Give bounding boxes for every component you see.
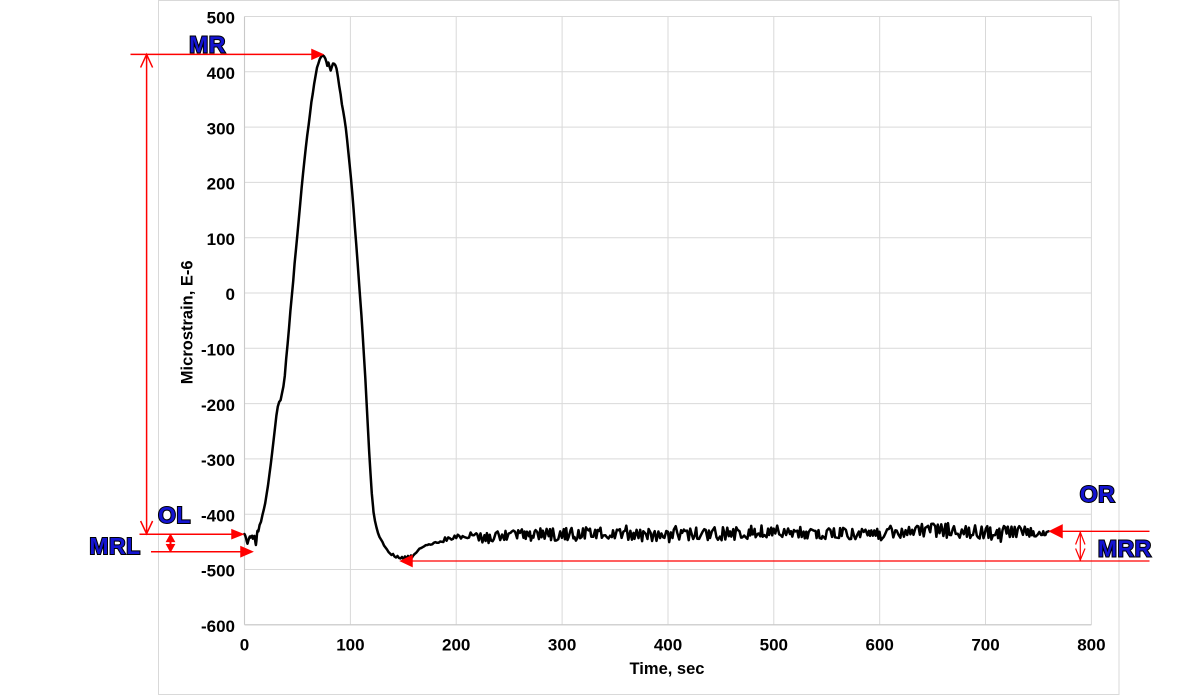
svg-text:100: 100 xyxy=(207,230,235,249)
svg-text:-500: -500 xyxy=(201,562,235,581)
svg-text:700: 700 xyxy=(971,636,999,655)
svg-text:-600: -600 xyxy=(201,617,235,636)
svg-text:OL: OL xyxy=(158,502,191,528)
svg-text:300: 300 xyxy=(548,636,576,655)
svg-text:100: 100 xyxy=(336,636,364,655)
svg-text:800: 800 xyxy=(1077,636,1105,655)
svg-text:200: 200 xyxy=(442,636,470,655)
svg-text:600: 600 xyxy=(866,636,894,655)
svg-text:400: 400 xyxy=(207,64,235,83)
svg-text:MRR: MRR xyxy=(1098,535,1152,561)
svg-text:MR: MR xyxy=(189,31,226,57)
svg-text:300: 300 xyxy=(207,119,235,138)
svg-text:-400: -400 xyxy=(201,506,235,525)
svg-text:Time, sec: Time, sec xyxy=(630,660,705,678)
svg-text:500: 500 xyxy=(207,9,235,28)
svg-text:Microstrain, E-6: Microstrain, E-6 xyxy=(179,260,197,384)
svg-text:0: 0 xyxy=(240,636,249,655)
svg-text:500: 500 xyxy=(760,636,788,655)
svg-text:200: 200 xyxy=(207,175,235,194)
svg-text:MRL: MRL xyxy=(89,533,140,559)
svg-text:-100: -100 xyxy=(201,341,235,360)
svg-text:0: 0 xyxy=(226,285,235,304)
svg-text:400: 400 xyxy=(654,636,682,655)
svg-text:-200: -200 xyxy=(201,396,235,415)
svg-text:OR: OR xyxy=(1080,481,1116,507)
svg-text:-300: -300 xyxy=(201,451,235,470)
